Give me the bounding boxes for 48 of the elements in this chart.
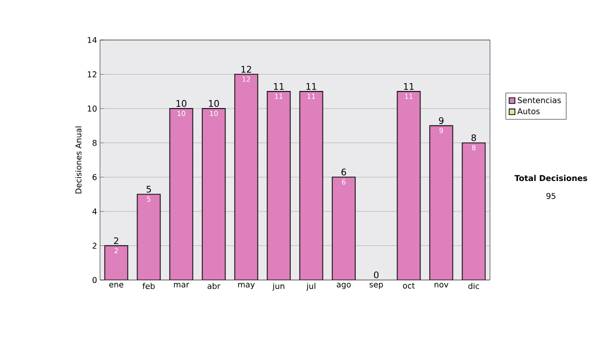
bar: [396, 91, 421, 280]
total-label: 11: [306, 83, 316, 90]
bar: [137, 194, 160, 280]
total-label: 10: [176, 100, 186, 107]
x-tick-label: jun: [272, 282, 284, 291]
total-label: 8: [471, 134, 476, 142]
legend-label: Autos: [517, 108, 540, 114]
x-tick-label: may: [238, 282, 255, 289]
x-tick-label: jul: [306, 282, 316, 291]
y-tick-label: 0: [92, 276, 97, 284]
y-tick-label: 10: [88, 106, 97, 112]
total-label: 12: [242, 66, 252, 73]
y-axis-title: Decisiones Anual: [75, 126, 82, 194]
bar: [104, 246, 128, 280]
x-tick-label: sep: [370, 282, 383, 289]
y-tick-label: 4: [92, 208, 97, 214]
x-tick-label: mar: [174, 282, 190, 288]
bar: [267, 91, 290, 280]
bar: [332, 177, 356, 280]
y-tick-label: 8: [92, 140, 97, 146]
y-tick-label: 12: [88, 71, 96, 78]
total-label: 11: [274, 83, 284, 90]
legend-label: Sentencias: [518, 97, 561, 104]
total-label: 9: [438, 117, 444, 124]
total-label: 11: [404, 83, 414, 90]
total-label: 5: [146, 186, 151, 193]
total-label: 0: [374, 271, 379, 278]
text: Total Decisiones: [514, 174, 588, 182]
y-tick-label: 2: [92, 242, 96, 249]
x-tick-label: ene: [109, 282, 124, 288]
x-tick-label: feb: [142, 282, 155, 290]
x-tick-label: nov: [434, 282, 448, 288]
total-label: 6: [342, 168, 346, 176]
total-label: 2: [114, 237, 118, 244]
y-tick-label: 6: [92, 174, 97, 180]
x-tick-label: oct: [402, 282, 415, 289]
x-tick-label: abr: [208, 282, 220, 290]
bar: [462, 142, 486, 280]
x-tick-label: dic: [468, 282, 480, 290]
y-tick-label: 14: [88, 37, 97, 43]
bar: [429, 125, 454, 280]
total-label: 10: [209, 100, 219, 107]
bar: [234, 74, 258, 280]
bar: [300, 91, 323, 280]
x-tick-label: ago: [336, 282, 351, 289]
bar: [202, 108, 226, 280]
bar: [170, 108, 193, 280]
text: 95: [546, 192, 556, 200]
